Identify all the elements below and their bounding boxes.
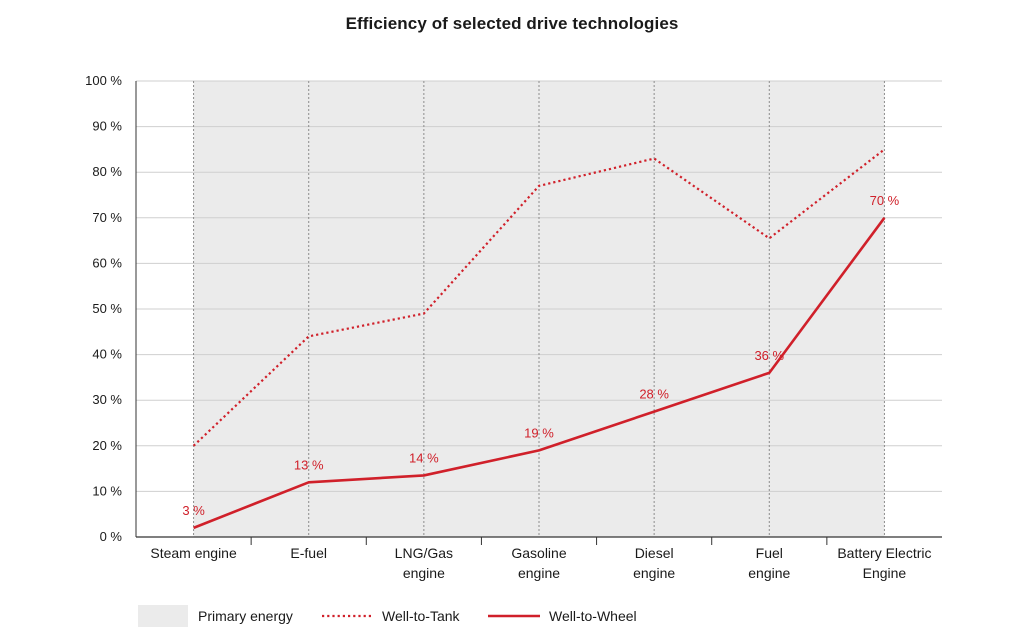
y-tick-label: 70 % bbox=[92, 210, 122, 225]
series-layer bbox=[192, 148, 886, 530]
x-category-label-line: E-fuel bbox=[290, 545, 327, 561]
category-guides-layer bbox=[193, 81, 885, 537]
y-tick-label: 50 % bbox=[92, 301, 122, 316]
well-to-wheel-data-label: 70 % bbox=[870, 193, 900, 208]
x-category-label: Gasoline engine bbox=[511, 545, 566, 581]
axes-layer bbox=[135, 81, 942, 545]
x-category-label-line: Steam engine bbox=[150, 545, 237, 561]
x-category-label-line: Gasoline bbox=[511, 545, 566, 561]
y-tick-label: 60 % bbox=[92, 255, 122, 270]
chart-title: Efficiency of selected drive technologie… bbox=[345, 14, 679, 33]
x-category-label-line: engine bbox=[403, 565, 445, 581]
y-tick-labels: 0 % 10 % 20 % 30 % 40 % 50 % 60 % 70 % 80 % 90 % 1… bbox=[85, 73, 122, 544]
y-tick-label: 40 % bbox=[92, 347, 122, 362]
x-category-label-line: Battery Electric bbox=[837, 545, 931, 561]
well-to-wheel-data-label: 13 % bbox=[294, 457, 324, 472]
x-category-label-line: engine bbox=[748, 565, 790, 581]
well-to-wheel-legend-label: Well-to-Wheel bbox=[549, 608, 637, 624]
x-category-label-line: Diesel bbox=[635, 545, 674, 561]
y-tick-label: 0 % bbox=[100, 529, 123, 544]
x-category-label-line: Engine bbox=[863, 565, 907, 581]
y-tick-label: 10 % bbox=[92, 483, 122, 498]
x-category-labels: Steam engine E-fuel LNG/Gas engine Gasoline e… bbox=[150, 545, 931, 581]
primary-energy-legend-label: Primary energy bbox=[198, 608, 293, 624]
x-category-label-line: LNG/Gas bbox=[395, 545, 453, 561]
x-category-label-line: engine bbox=[633, 565, 675, 581]
y-tick-label: 80 % bbox=[92, 164, 122, 179]
well-to-wheel-data-label: 36 % bbox=[754, 348, 784, 363]
x-category-label: E-fuel bbox=[290, 545, 327, 561]
x-category-label-line: engine bbox=[518, 565, 560, 581]
x-category-label: Battery Electric Engine bbox=[837, 545, 931, 581]
y-tick-label: 30 % bbox=[92, 392, 122, 407]
x-category-label: Fuel engine bbox=[748, 545, 790, 581]
well-to-wheel-data-label: 19 % bbox=[524, 425, 554, 440]
x-category-label: LNG/Gas engine bbox=[395, 545, 453, 581]
y-tick-label: 90 % bbox=[92, 119, 122, 134]
y-tick-label: 20 % bbox=[92, 438, 122, 453]
primary-energy-legend-swatch bbox=[138, 605, 188, 627]
x-category-label: Diesel engine bbox=[633, 545, 675, 581]
well-to-wheel-data-label: 14 % bbox=[409, 450, 439, 465]
x-category-label-line: Fuel bbox=[756, 545, 783, 561]
well-to-wheel-data-label: 3 % bbox=[182, 503, 205, 518]
well-to-tank-legend-label: Well-to-Tank bbox=[382, 608, 461, 624]
well-to-wheel-data-label: 28 % bbox=[639, 387, 669, 402]
data-labels-layer: 3 % 13 % 14 % 19 % 28 % 36 % 70 % bbox=[182, 193, 899, 518]
y-tick-label: 100 % bbox=[85, 73, 122, 88]
x-category-label: Steam engine bbox=[150, 545, 237, 561]
legend: Primary energy Well-to-Tank Well-to-Wheel bbox=[138, 605, 637, 627]
